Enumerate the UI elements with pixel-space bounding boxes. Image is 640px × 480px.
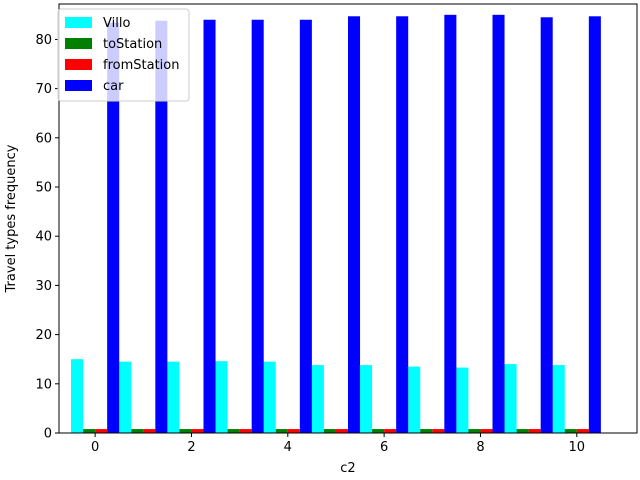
bar-toStation-9 xyxy=(516,429,529,433)
bar-Villo-4 xyxy=(263,361,276,433)
bar-fromStation-8 xyxy=(480,429,493,433)
bar-Villo-5 xyxy=(311,365,324,433)
legend-label-toStation: toStation xyxy=(103,37,162,52)
x-axis-label: c2 xyxy=(340,461,355,476)
legend-swatch-car xyxy=(65,80,92,91)
y-axis-label: Travel types frequency xyxy=(4,144,19,293)
x-tick-label-2: 2 xyxy=(187,440,195,455)
bar-fromStation-4 xyxy=(287,429,300,433)
bar-toStation-2 xyxy=(179,429,192,433)
bar-Villo-2 xyxy=(167,361,180,433)
bar-fromStation-7 xyxy=(432,429,445,433)
bar-toStation-1 xyxy=(131,429,144,433)
y-tick-label-10: 10 xyxy=(35,377,52,392)
bar-fromStation-10 xyxy=(576,429,589,433)
y-tick-label-50: 50 xyxy=(35,181,52,196)
plot-frame xyxy=(58,3,638,434)
bar-toStation-0 xyxy=(83,429,96,433)
bar-toStation-10 xyxy=(564,429,577,433)
bar-fromStation-0 xyxy=(95,429,108,433)
x-tick-label-8: 8 xyxy=(476,440,484,455)
bar-fromStation-9 xyxy=(528,429,541,433)
legend-label-Villo: Villo xyxy=(103,16,130,31)
x-tick-label-4: 4 xyxy=(284,440,292,455)
legend-swatch-fromStation xyxy=(65,59,92,70)
bar-Villo-7 xyxy=(408,366,421,433)
y-tick-label-70: 70 xyxy=(35,82,52,97)
y-tick-label-30: 30 xyxy=(35,279,52,294)
bar-car-7 xyxy=(444,14,457,433)
bar-fromStation-5 xyxy=(335,429,348,433)
bar-car-3 xyxy=(251,19,264,434)
bar-fromStation-1 xyxy=(143,429,156,433)
bar-Villo-0 xyxy=(71,359,84,433)
bar-Villo-8 xyxy=(456,367,469,433)
bar-toStation-5 xyxy=(323,429,336,433)
bar-car-1 xyxy=(155,20,168,434)
bar-toStation-6 xyxy=(372,429,385,433)
bar-toStation-3 xyxy=(227,429,240,433)
y-tick-label-80: 80 xyxy=(35,33,52,48)
bar-car-6 xyxy=(396,16,409,433)
bar-Villo-1 xyxy=(119,361,132,433)
x-tick-label-10: 10 xyxy=(569,440,586,455)
bar-fromStation-3 xyxy=(239,429,252,433)
bar-car-9 xyxy=(540,17,553,433)
legend-label-car: car xyxy=(103,79,124,94)
bar-car-2 xyxy=(203,19,216,434)
x-tick-label-6: 6 xyxy=(380,440,388,455)
y-tick-label-0: 0 xyxy=(44,427,52,442)
bar-toStation-8 xyxy=(468,429,481,433)
bar-Villo-9 xyxy=(504,364,517,433)
x-tick-label-0: 0 xyxy=(91,440,99,455)
y-tick-label-20: 20 xyxy=(35,328,52,343)
bar-car-10 xyxy=(588,16,601,433)
legend-swatch-toStation xyxy=(65,38,92,49)
bar-Villo-10 xyxy=(552,365,565,433)
axes-group xyxy=(58,3,638,434)
bar-car-4 xyxy=(299,19,312,434)
legend-box xyxy=(57,8,190,102)
bar-Villo-6 xyxy=(360,365,373,433)
bar-Villo-3 xyxy=(215,361,228,433)
bar-car-8 xyxy=(492,14,505,433)
bar-fromStation-2 xyxy=(191,429,204,433)
legend: Villo toStation fromStation car xyxy=(57,8,190,102)
y-tick-label-40: 40 xyxy=(35,230,52,245)
bar-toStation-7 xyxy=(420,429,433,433)
bar-car-0 xyxy=(107,22,120,434)
y-tick-label-60: 60 xyxy=(35,131,52,146)
bars-group xyxy=(71,14,601,434)
legend-label-fromStation: fromStation xyxy=(103,58,179,73)
bar-car-5 xyxy=(348,16,361,433)
legend-swatch-Villo xyxy=(65,17,92,28)
ticks-group: 0 2 4 6 8 10 0 10 20 30 40 50 60 70 80 xyxy=(35,33,585,455)
bar-fromStation-6 xyxy=(384,429,397,433)
bar-toStation-4 xyxy=(275,429,288,433)
